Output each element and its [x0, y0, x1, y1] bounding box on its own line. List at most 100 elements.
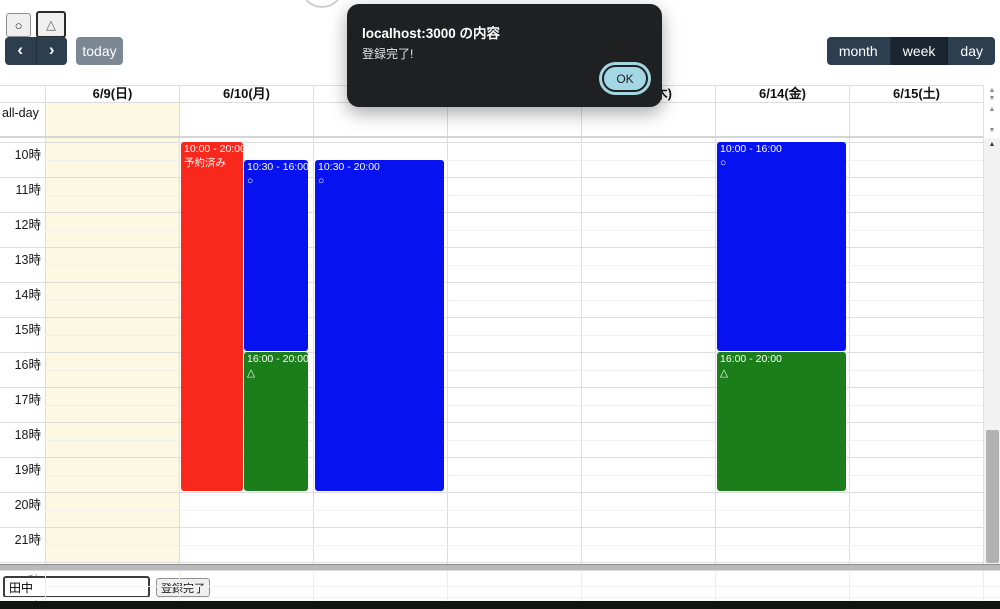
calendar-event[interactable]: 16:00 - 20:00 △ [717, 352, 846, 491]
event-time: 16:00 - 20:00 [720, 353, 782, 365]
chevron-left-icon: ‹ [17, 40, 24, 59]
day-header: 6/10(月) [179, 86, 313, 103]
half-hour-line [45, 229, 983, 231]
half-hour-line [45, 586, 1000, 587]
hour-label: 12時 [14, 218, 41, 232]
column-divider [313, 138, 314, 565]
all-day-cell[interactable] [581, 103, 715, 136]
hour-line [0, 177, 983, 178]
all-day-label: all-day [2, 106, 39, 120]
event-title: ○ [247, 174, 254, 187]
column-divider [447, 138, 448, 565]
column-divider [45, 138, 46, 565]
hour-line [0, 457, 983, 458]
circle-filter-button[interactable]: ○ [6, 13, 31, 37]
hour-line [0, 422, 983, 423]
view-button-day[interactable]: day [948, 37, 995, 65]
header-scrollbar[interactable]: ▲ ▼ [983, 85, 1000, 103]
half-hour-line [45, 369, 983, 371]
column-divider [849, 138, 850, 565]
half-hour-line [45, 159, 983, 161]
all-day-cell[interactable] [715, 103, 849, 136]
scroll-up-icon[interactable]: ▲ [988, 87, 996, 94]
event-time: 10:30 - 16:00 [247, 160, 308, 173]
triangle-filter-button[interactable]: △ [36, 11, 66, 38]
view-button-month[interactable]: month [826, 37, 891, 65]
view-button-week[interactable]: week [890, 37, 949, 65]
scroll-down-icon[interactable]: ▼ [988, 127, 996, 134]
calendar-event[interactable]: 10:30 - 20:00 ○ [315, 159, 444, 491]
half-hour-line [45, 194, 983, 196]
scroll-up-icon[interactable]: ▲ [988, 106, 996, 113]
all-day-cell[interactable] [45, 103, 179, 136]
horizontal-scrollbar[interactable] [0, 564, 1000, 571]
hour-label: 13時 [14, 253, 41, 267]
half-hour-line [45, 264, 983, 266]
event-title: △ [247, 367, 256, 379]
hour-label: 20時 [14, 498, 41, 512]
register-complete-button[interactable]: 登録完了 [156, 578, 210, 597]
event-time: 10:00 - 16:00 [720, 143, 782, 155]
view-switcher: month week day [826, 37, 995, 65]
dialog-message: 登録完了! [362, 47, 414, 61]
all-day-cell[interactable] [849, 103, 983, 136]
next-button[interactable]: › [37, 37, 68, 65]
name-input[interactable] [3, 576, 150, 598]
day-header: 6/14(金) [715, 86, 849, 103]
hour-label: 16時 [14, 358, 41, 372]
all-day-scrollbar[interactable]: ▲ ▼ [983, 103, 1000, 138]
all-day-cell[interactable] [313, 103, 447, 136]
half-hour-line [45, 474, 983, 476]
calendar-event[interactable]: 10:30 - 16:00 ○ [244, 159, 308, 351]
prev-button[interactable]: ‹ [5, 37, 37, 65]
column-divider [581, 138, 582, 565]
half-hour-line [45, 334, 983, 336]
event-time: 16:00 - 20:00 [247, 353, 308, 365]
hour-label: 11時 [15, 183, 41, 197]
column-divider [715, 138, 716, 565]
event-time: 10:00 - 20:00 [184, 143, 243, 155]
hour-label: 15時 [14, 323, 41, 337]
half-hour-line [45, 299, 983, 301]
hour-label: 14時 [14, 288, 41, 302]
event-title: 予約済み [184, 157, 226, 169]
scroll-down-icon[interactable]: ▼ [988, 95, 996, 102]
today-button[interactable]: today [76, 37, 123, 65]
partial-circle-decoration [300, 0, 344, 8]
scrollbar-thumb[interactable] [986, 430, 999, 563]
all-day-cell[interactable] [447, 103, 581, 136]
hour-label: 10時 [14, 148, 41, 162]
clipped-hour-label: 23時 [14, 596, 40, 601]
prev-next-button-group: ‹ › [5, 37, 67, 65]
hour-label: 17時 [14, 393, 41, 407]
column-divider [179, 138, 180, 565]
event-title: △ [720, 367, 729, 379]
calendar-event[interactable]: 10:00 - 20:00 予約済み [181, 142, 243, 491]
day-header: 6/15(土) [849, 86, 983, 103]
half-hour-line [45, 404, 983, 406]
time-grid-scrollbar[interactable]: ▲ [983, 138, 1000, 565]
hour-line [0, 142, 983, 143]
event-title: ○ [318, 174, 325, 187]
hour-label: 21時 [14, 533, 41, 547]
hour-line [0, 597, 1000, 598]
half-hour-line [45, 509, 983, 511]
hour-line [0, 492, 983, 493]
dialog-title: localhost:3000 の内容 [362, 26, 501, 41]
bottom-black-bar [0, 601, 1000, 609]
bottom-form-area: 22時 23時 登録完了 [0, 571, 1000, 601]
scroll-up-icon[interactable]: ▲ [988, 141, 996, 148]
hour-label: 19時 [14, 463, 41, 477]
event-title: ○ [720, 157, 727, 169]
dialog-ok-button[interactable]: OK [602, 65, 648, 92]
all-day-cell[interactable] [179, 103, 313, 136]
all-day-row: all-day [0, 103, 983, 138]
calendar-event[interactable]: 10:00 - 16:00 ○ [717, 142, 846, 351]
hour-line [0, 317, 983, 318]
calendar-event[interactable]: 16:00 - 20:00 △ [244, 352, 308, 491]
hour-label: 18時 [14, 428, 41, 442]
time-grid: 10時11時12時13時14時15時16時17時18時19時20時21時22時1… [0, 138, 983, 565]
chevron-right-icon: › [48, 40, 55, 59]
hour-line [0, 212, 983, 213]
